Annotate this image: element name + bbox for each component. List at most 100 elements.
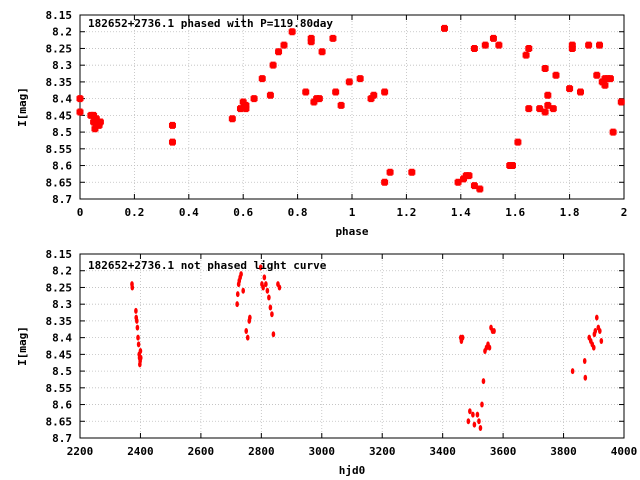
data-point — [596, 41, 604, 49]
y-tick-label: 8.2 — [52, 26, 72, 39]
x-tick-label: 3000 — [309, 445, 336, 458]
data-point — [582, 358, 587, 365]
y-axis-title: I[mag] — [16, 326, 29, 366]
data-point — [475, 411, 480, 418]
data-point — [508, 162, 516, 170]
data-point — [91, 125, 99, 133]
x-tick-label: 1.2 — [396, 206, 416, 219]
data-point — [356, 75, 364, 83]
y-tick-label: 8.35 — [46, 76, 73, 89]
data-point — [268, 304, 273, 311]
y-tick-label: 8.35 — [46, 315, 73, 328]
data-point — [541, 108, 549, 116]
data-point — [337, 101, 345, 109]
data-point — [585, 41, 593, 49]
x-tick-label: 0.6 — [233, 206, 253, 219]
data-point — [495, 41, 503, 49]
y-tick-label: 8.2 — [52, 265, 72, 278]
data-point — [76, 108, 84, 116]
y-tick-label: 8.45 — [46, 109, 73, 122]
data-point — [386, 168, 394, 176]
data-point — [598, 327, 602, 334]
y-tick-label: 8.5 — [52, 365, 72, 378]
data-point — [264, 281, 268, 288]
y-tick-label: 8.7 — [52, 432, 72, 445]
x-tick-label: 0.4 — [179, 206, 199, 219]
x-tick-label: 1.4 — [451, 206, 471, 219]
data-point — [136, 341, 141, 348]
y-tick-label: 8.25 — [46, 42, 73, 55]
data-point — [138, 354, 143, 361]
y-tick-label: 8.4 — [52, 93, 72, 106]
data-point — [408, 168, 416, 176]
data-point — [549, 105, 557, 113]
data-point — [544, 91, 552, 99]
data-point — [566, 85, 574, 93]
data-point — [130, 284, 135, 291]
y-tick-label: 8.65 — [46, 176, 73, 189]
x-tick-label: 2 — [621, 206, 628, 219]
data-point — [235, 291, 240, 298]
x-tick-label: 2200 — [67, 445, 94, 458]
x-tick-label: 0 — [77, 206, 84, 219]
y-tick-label: 8.55 — [46, 143, 73, 156]
data-point — [487, 344, 492, 351]
data-point — [478, 424, 483, 431]
data-point — [262, 274, 267, 281]
data-point — [570, 368, 575, 375]
x-axis-title: hjd0 — [339, 464, 366, 477]
x-tick-label: 3800 — [550, 445, 577, 458]
y-tick-label: 8.45 — [46, 348, 73, 361]
data-point — [514, 138, 522, 146]
data-point — [345, 78, 353, 86]
y-tick-label: 8.5 — [52, 126, 72, 139]
data-point — [480, 401, 484, 408]
data-point — [288, 28, 296, 36]
data-point — [470, 182, 478, 190]
data-point — [76, 95, 84, 103]
data-point — [440, 24, 448, 32]
data-point — [245, 334, 250, 341]
data-point — [477, 418, 481, 425]
data-point — [244, 327, 249, 334]
y-tick-label: 8.55 — [46, 382, 73, 395]
data-point — [568, 44, 576, 52]
data-point — [583, 374, 588, 381]
data-point — [381, 88, 389, 96]
data-point — [381, 178, 389, 186]
data-point — [267, 294, 271, 301]
data-point — [541, 65, 549, 73]
data-point — [593, 71, 601, 79]
y-tick-label: 8.7 — [52, 193, 72, 206]
data-point — [522, 51, 530, 59]
data-point — [248, 314, 252, 321]
x-tick-label: 3600 — [490, 445, 517, 458]
data-point — [168, 121, 176, 129]
data-point — [261, 284, 265, 291]
data-point — [138, 348, 143, 355]
y-tick-label: 8.25 — [46, 281, 73, 294]
data-point — [470, 44, 478, 52]
x-tick-label: 1.6 — [505, 206, 525, 219]
data-point — [476, 185, 484, 193]
data-point — [481, 378, 486, 385]
data-point — [601, 81, 609, 89]
data-point — [134, 307, 138, 314]
data-point — [236, 105, 244, 113]
data-point — [277, 284, 282, 291]
x-tick-label: 0.8 — [288, 206, 308, 219]
x-tick-label: 3400 — [429, 445, 456, 458]
y-tick-label: 8.3 — [52, 298, 72, 311]
data-point — [275, 48, 283, 56]
data-point — [235, 301, 239, 308]
x-tick-label: 4000 — [611, 445, 638, 458]
data-point — [266, 91, 274, 99]
y-tick-label: 8.15 — [46, 248, 73, 261]
data-point — [329, 34, 337, 42]
data-point — [466, 418, 471, 425]
data-point — [270, 311, 274, 318]
data-point — [242, 105, 250, 113]
data-point — [525, 105, 533, 113]
data-point — [307, 38, 315, 46]
